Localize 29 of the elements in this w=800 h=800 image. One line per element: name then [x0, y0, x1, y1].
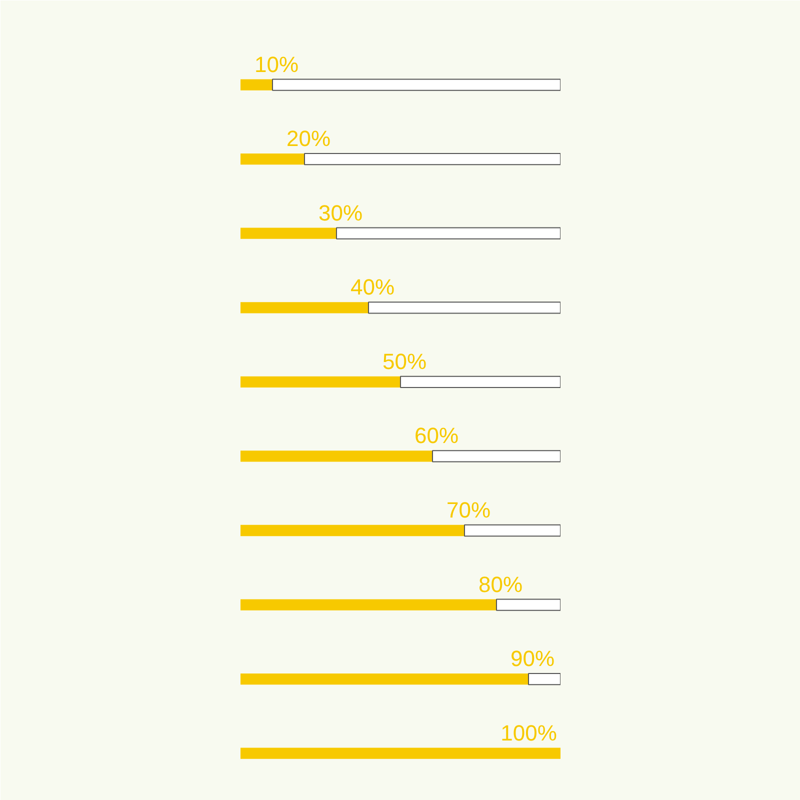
data-label: 80% [478, 572, 523, 597]
data-label: 60% [414, 423, 459, 448]
data-label: 40% [350, 274, 395, 300]
bar [240, 79, 272, 90]
bar [304, 153, 560, 166]
data-label: 30% [318, 200, 363, 226]
bar [528, 673, 560, 686]
data-label: 90% [510, 646, 555, 672]
data-label: 10% [254, 52, 299, 77]
bar [400, 376, 560, 388]
bar [336, 227, 560, 240]
bar [240, 524, 464, 536]
bar [240, 228, 336, 239]
bar [240, 302, 368, 314]
bar [240, 154, 304, 165]
bar [240, 748, 560, 759]
bar [240, 376, 400, 388]
bar [240, 450, 432, 462]
bar [432, 450, 560, 462]
bar [240, 674, 528, 685]
bar [240, 599, 496, 610]
data-label: 70% [446, 498, 491, 522]
bar [496, 598, 560, 611]
bar [368, 302, 560, 314]
data-label: 100% [500, 720, 557, 746]
bar [464, 524, 560, 537]
bar [272, 78, 560, 91]
data-label: 50% [382, 348, 427, 374]
data-label: 20% [286, 126, 331, 152]
